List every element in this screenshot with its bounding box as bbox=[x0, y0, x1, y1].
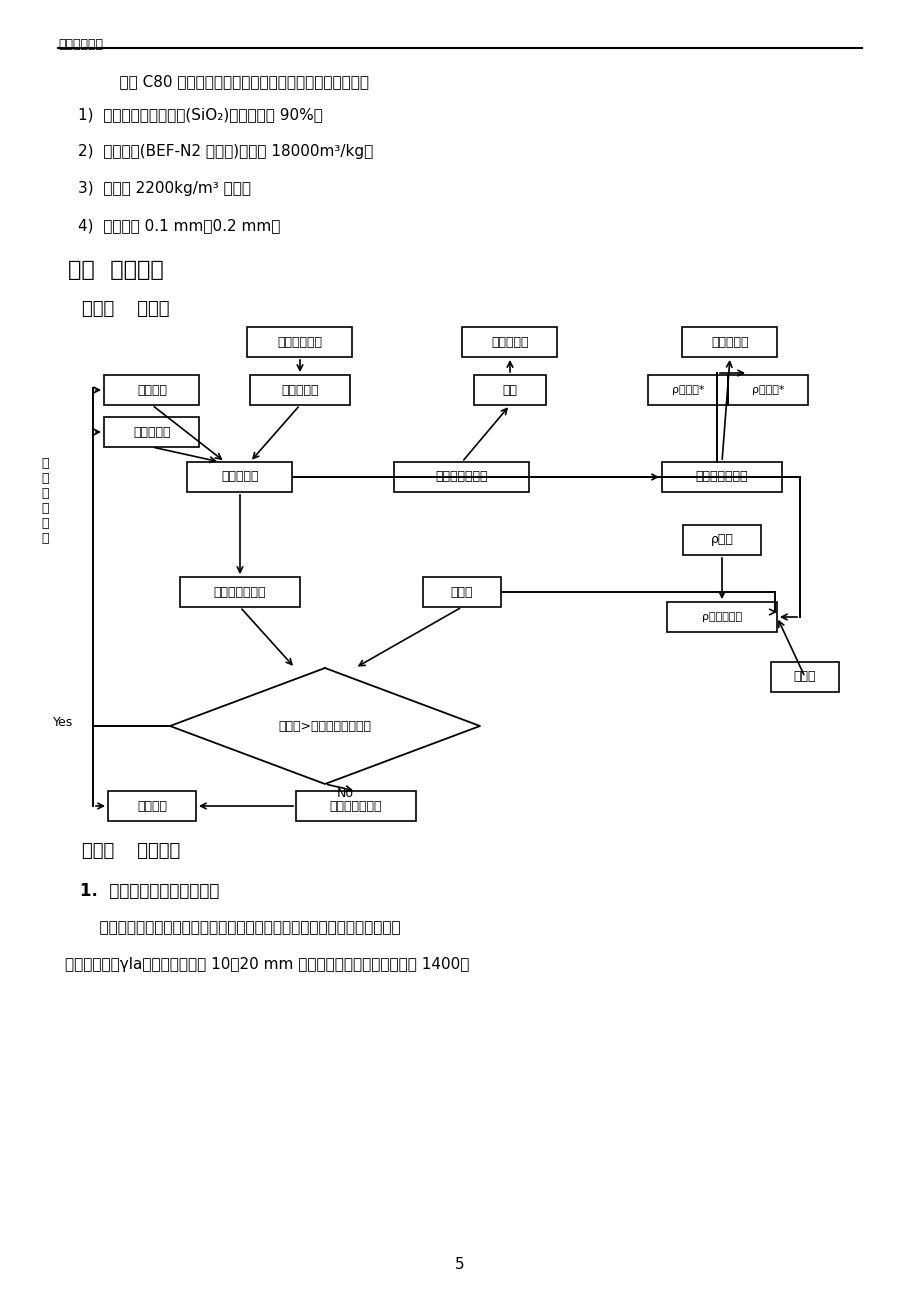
Text: No: No bbox=[336, 786, 354, 799]
Text: 其松堆积密度γla，对最大粒径为 10～20 mm 的石灰石质碎石，该值一般为 1400～: 其松堆积密度γla，对最大粒径为 10～20 mm 的石灰石质碎石，该值一般为 … bbox=[65, 957, 469, 973]
Text: 细集料质量: 细集料质量 bbox=[491, 336, 528, 349]
Text: 3)  密度在 2200kg/m³ 左右；: 3) 密度在 2200kg/m³ 左右； bbox=[78, 181, 251, 197]
Text: Yes: Yes bbox=[52, 716, 73, 729]
Text: 有效水胶比: 有效水胶比 bbox=[281, 384, 318, 397]
FancyBboxPatch shape bbox=[394, 462, 529, 492]
Text: 粗集料体积分数: 粗集料体积分数 bbox=[695, 470, 747, 483]
Text: 5: 5 bbox=[455, 1256, 464, 1272]
FancyBboxPatch shape bbox=[108, 792, 196, 822]
Text: 水化活性因子: 水化活性因子 bbox=[278, 336, 323, 349]
Text: ρ粗集料*: ρ粗集料* bbox=[751, 385, 783, 395]
Text: 硅灰用量: 硅灰用量 bbox=[137, 384, 167, 397]
Text: 水泥用量: 水泥用量 bbox=[137, 799, 167, 812]
Text: 4)  平均粒径 0.1 mm～0.2 mm。: 4) 平均粒径 0.1 mm～0.2 mm。 bbox=[78, 217, 280, 233]
Text: 含气量: 含气量 bbox=[793, 671, 815, 684]
FancyBboxPatch shape bbox=[250, 375, 349, 405]
Text: 1)  活性无定形二氧化硅(SiO₂)含量不小于 90%；: 1) 活性无定形二氧化硅(SiO₂)含量不小于 90%； bbox=[78, 107, 323, 122]
Text: 胶凝材料总质量: 胶凝材料总质量 bbox=[329, 799, 381, 812]
Text: 2)  比表面积(BEF-N2 吸附法)不小于 18000m³/kg；: 2) 比表面积(BEF-N2 吸附法)不小于 18000m³/kg； bbox=[78, 145, 373, 159]
Text: ρ水泥: ρ水泥 bbox=[709, 534, 732, 547]
Text: 1.  实测粗集料的松堆积密度: 1. 实测粗集料的松堆积密度 bbox=[80, 881, 219, 900]
Text: 对配制高性能混凝土所用粗集料，依据相应的规范进行有代表性取样并测定: 对配制高性能混凝土所用粗集料，依据相应的规范进行有代表性取样并测定 bbox=[80, 921, 400, 935]
Text: （二）    设计步骤: （二） 设计步骤 bbox=[82, 842, 180, 861]
Text: 用于 C80 高强高性能混凝土的硅粉应符合下述质量指标：: 用于 C80 高强高性能混凝土的硅粉应符合下述质量指标： bbox=[100, 74, 369, 89]
FancyBboxPatch shape bbox=[682, 525, 760, 555]
FancyBboxPatch shape bbox=[770, 661, 838, 691]
Text: 混凝土配制强度: 混凝土配制强度 bbox=[436, 470, 488, 483]
FancyBboxPatch shape bbox=[473, 375, 545, 405]
FancyBboxPatch shape bbox=[666, 602, 777, 631]
FancyBboxPatch shape bbox=[180, 577, 300, 607]
FancyBboxPatch shape bbox=[647, 375, 807, 405]
FancyBboxPatch shape bbox=[296, 792, 415, 822]
FancyBboxPatch shape bbox=[105, 417, 199, 447]
Text: 用水量>推荐最大用水量？: 用水量>推荐最大用水量？ bbox=[278, 720, 371, 733]
Text: 砂率: 砂率 bbox=[502, 384, 517, 397]
Text: 推荐最大用水量: 推荐最大用水量 bbox=[213, 586, 266, 599]
Text: 用水量: 用水量 bbox=[450, 586, 472, 599]
Text: ρ矿渣总合计: ρ矿渣总合计 bbox=[701, 612, 742, 622]
FancyBboxPatch shape bbox=[105, 375, 199, 405]
Text: 真实水胶比: 真实水胶比 bbox=[221, 470, 258, 483]
Text: 四、  设计过程: 四、 设计过程 bbox=[68, 260, 164, 280]
Text: 建材实验报告: 建材实验报告 bbox=[58, 38, 103, 51]
FancyBboxPatch shape bbox=[662, 462, 781, 492]
FancyBboxPatch shape bbox=[682, 327, 777, 357]
FancyBboxPatch shape bbox=[423, 577, 501, 607]
FancyBboxPatch shape bbox=[247, 327, 352, 357]
Text: 粉煤灰用量: 粉煤灰用量 bbox=[133, 426, 171, 439]
Text: （一）    流程图: （一） 流程图 bbox=[82, 299, 169, 318]
Text: 粗集料质量: 粗集料质量 bbox=[710, 336, 748, 349]
FancyBboxPatch shape bbox=[462, 327, 557, 357]
Text: 减
少
粉
煤
灰
量: 减 少 粉 煤 灰 量 bbox=[41, 457, 49, 546]
Text: ρ细集料*: ρ细集料* bbox=[671, 385, 703, 395]
Polygon shape bbox=[170, 668, 480, 784]
FancyBboxPatch shape bbox=[187, 462, 292, 492]
